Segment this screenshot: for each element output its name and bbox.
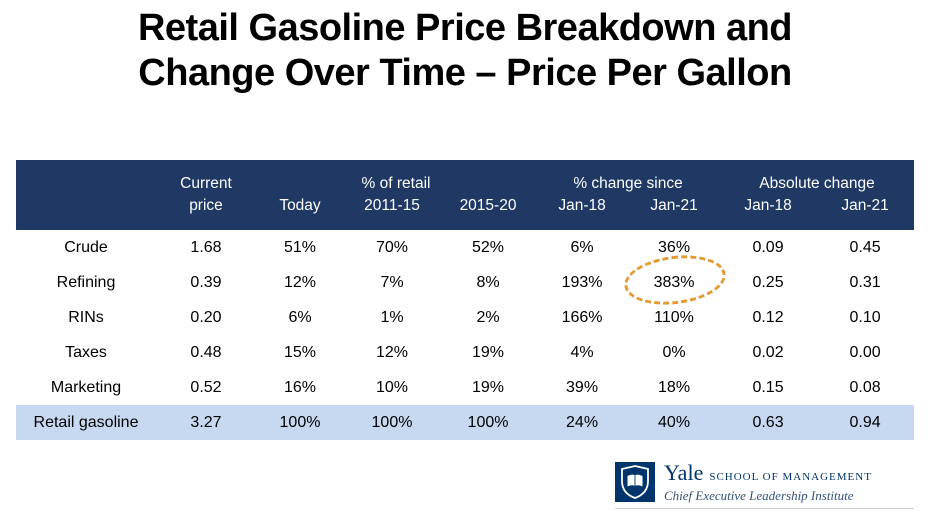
header-2011-15: 2011-15	[344, 195, 440, 230]
footer-divider	[615, 508, 914, 509]
table-cell: 100%	[344, 405, 440, 440]
table-cell: 40%	[628, 405, 721, 440]
table-cell: 0.94	[816, 405, 915, 440]
corner-cell	[16, 160, 156, 195]
row-label: RINs	[16, 300, 156, 335]
table-cell: 0.02	[720, 335, 817, 370]
table-body: Crude 1.68 51% 70% 52% 6% 36% 0.09 0.45 Refining 0…	[16, 230, 915, 440]
table-cell: 12%	[256, 265, 344, 300]
yale-wordmark: Yale	[664, 460, 704, 485]
table-cell: 1.68	[156, 230, 256, 265]
table-cell: 4%	[536, 335, 629, 370]
table-cell: 19%	[440, 335, 537, 370]
group-header-row: Current % of retail % change since Absol…	[16, 160, 915, 195]
table-header: Current % of retail % change since Absol…	[16, 160, 915, 230]
table-cell: 10%	[344, 370, 440, 405]
table-cell: 15%	[256, 335, 344, 370]
row-label: Taxes	[16, 335, 156, 370]
header-pct-retail: % of retail	[256, 160, 537, 195]
table-cell: 193%	[536, 265, 629, 300]
table-cell: 0.63	[720, 405, 817, 440]
footer-line1: Yale SCHOOL OF MANAGEMENT	[664, 462, 872, 484]
table-cell: 0.52	[156, 370, 256, 405]
table-cell: 1%	[344, 300, 440, 335]
header-2015-20: 2015-20	[440, 195, 537, 230]
table-cell: 36%	[628, 230, 721, 265]
table-cell: 70%	[344, 230, 440, 265]
footer-brand-lockup: Yale SCHOOL OF MANAGEMENT Chief Executiv…	[615, 462, 872, 504]
table-cell: 52%	[440, 230, 537, 265]
row-label: Crude	[16, 230, 156, 265]
total-row: Retail gasoline 3.27 100% 100% 100% 24% 40% 0.6…	[16, 405, 915, 440]
table-cell: 0.12	[720, 300, 817, 335]
table-cell: 100%	[256, 405, 344, 440]
table-row: Marketing 0.52 16% 10% 19% 39% 18% 0.15 0.08	[16, 370, 915, 405]
sub-header-row: price Today 2011-15 2015-20 Jan-18 Jan-2…	[16, 195, 915, 230]
table-cell: 0%	[628, 335, 721, 370]
table-cell: 8%	[440, 265, 537, 300]
table-cell: 0.45	[816, 230, 915, 265]
table-cell: 0.39	[156, 265, 256, 300]
table-cell: 16%	[256, 370, 344, 405]
header-pct-change: % change since	[536, 160, 721, 195]
table-cell: 110%	[628, 300, 721, 335]
table-cell: 7%	[344, 265, 440, 300]
header-price: price	[156, 195, 256, 230]
table-row: Crude 1.68 51% 70% 52% 6% 36% 0.09 0.45	[16, 230, 915, 265]
header-today: Today	[256, 195, 344, 230]
price-breakdown-table: Current % of retail % change since Absol…	[16, 160, 915, 440]
row-label: Retail gasoline	[16, 405, 156, 440]
page-title-line2: Change Over Time – Price Per Gallon	[138, 51, 792, 94]
table-cell: 3.27	[156, 405, 256, 440]
header-jan18-pct: Jan-18	[536, 195, 629, 230]
table-cell: 0.20	[156, 300, 256, 335]
table-cell: 0.09	[720, 230, 817, 265]
table-cell: 0.10	[816, 300, 915, 335]
table-cell: 0.00	[816, 335, 915, 370]
table-row: Refining 0.39 12% 7% 8% 193% 383% 0.25 0.31	[16, 265, 915, 300]
table-cell: 166%	[536, 300, 629, 335]
table-cell: 39%	[536, 370, 629, 405]
row-label: Marketing	[16, 370, 156, 405]
page-title: Retail Gasoline Price Breakdown and Chan…	[0, 6, 930, 96]
table-cell: 0.31	[816, 265, 915, 300]
table-cell: 24%	[536, 405, 629, 440]
header-jan21-pct: Jan-21	[628, 195, 721, 230]
table-cell: 0.48	[156, 335, 256, 370]
table-cell: 6%	[256, 300, 344, 335]
table-cell: 383%	[628, 265, 721, 300]
table-cell: 18%	[628, 370, 721, 405]
header-jan21-abs: Jan-21	[816, 195, 915, 230]
institute-label: Chief Executive Leadership Institute	[664, 488, 854, 503]
table-cell: 12%	[344, 335, 440, 370]
table-row: RINs 0.20 6% 1% 2% 166% 110% 0.12 0.10	[16, 300, 915, 335]
table-cell: 2%	[440, 300, 537, 335]
page-title-line1: Retail Gasoline Price Breakdown and	[137, 7, 793, 49]
table-cell: 6%	[536, 230, 629, 265]
table-cell: 100%	[440, 405, 537, 440]
table-cell: 0.15	[720, 370, 817, 405]
corner-cell	[16, 195, 156, 230]
school-of-management-label: SCHOOL OF MANAGEMENT	[709, 471, 872, 483]
header-jan18-abs: Jan-18	[720, 195, 817, 230]
yale-shield-icon	[615, 462, 655, 502]
header-abs-change: Absolute change	[720, 160, 915, 195]
table-cell: 0.25	[720, 265, 817, 300]
table-row: Taxes 0.48 15% 12% 19% 4% 0% 0.02 0.00	[16, 335, 915, 370]
header-current: Current	[156, 160, 256, 195]
table-cell: 19%	[440, 370, 537, 405]
row-label: Refining	[16, 265, 156, 300]
table-cell: 51%	[256, 230, 344, 265]
table-cell: 0.08	[816, 370, 915, 405]
footer-text: Yale SCHOOL OF MANAGEMENT Chief Executiv…	[664, 462, 872, 504]
